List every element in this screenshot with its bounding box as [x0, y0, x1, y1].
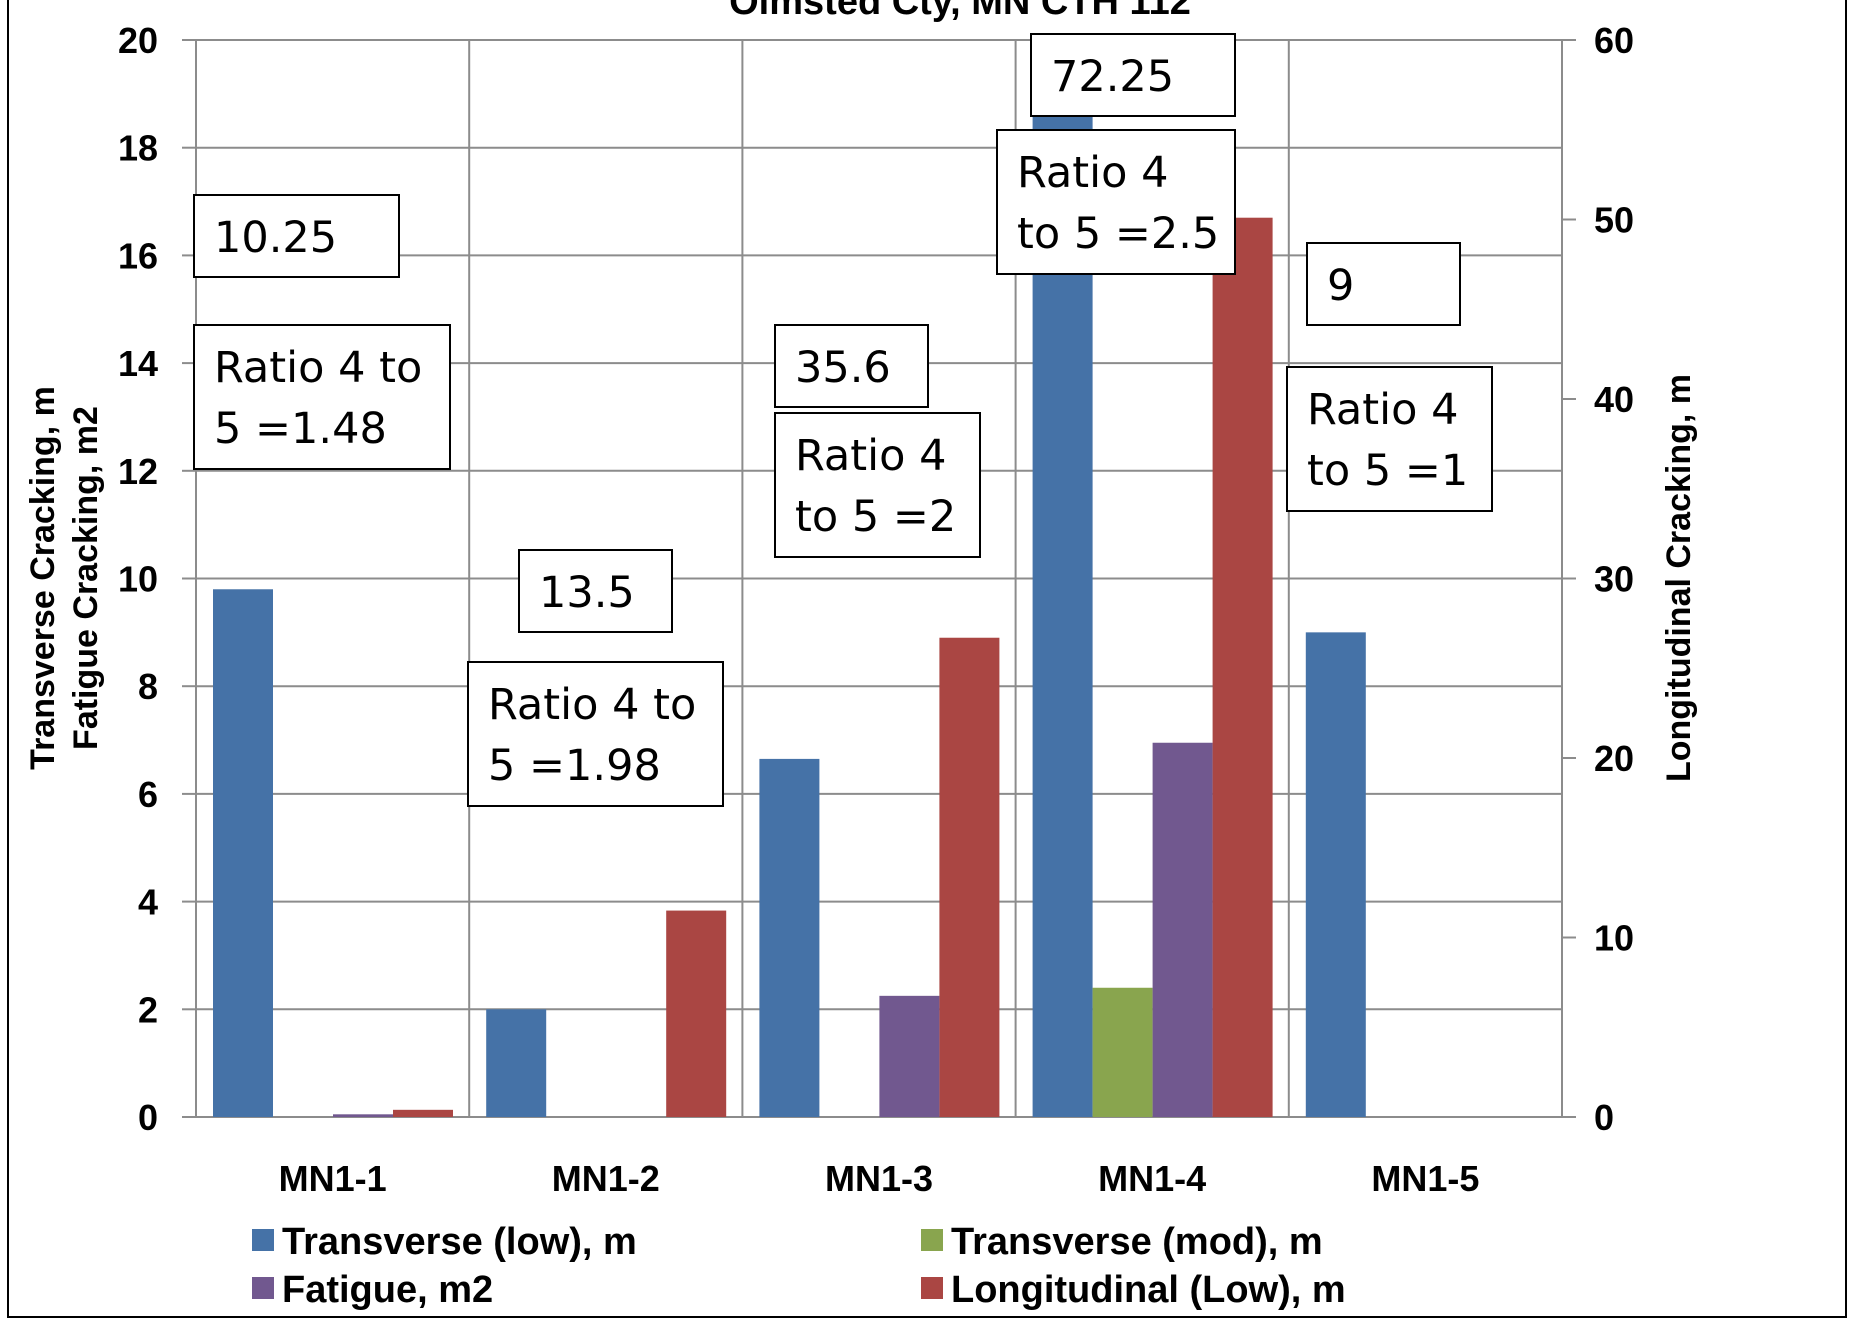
left-tick-label: 2 — [138, 989, 158, 1030]
bar-mn1-4-series-1 — [1093, 988, 1153, 1117]
bar-mn1-1-series-2 — [333, 1114, 393, 1117]
annotation-mn1-2-value: 13.5 — [518, 549, 673, 633]
annotation-mn1-5-ratio: Ratio 4 to 5 =1 — [1286, 366, 1493, 512]
category-label: MN1-3 — [825, 1158, 933, 1199]
annotation-mn1-4-ratio: Ratio 4 to 5 =2.5 — [996, 129, 1236, 275]
legend-swatch-transverse-low — [252, 1229, 274, 1251]
left-tick-label: 20 — [118, 20, 158, 61]
legend-swatch-transverse-mod — [921, 1229, 943, 1251]
category-label: MN1-2 — [552, 1158, 660, 1199]
left-tick-label: 4 — [138, 882, 158, 923]
category-label: MN1-5 — [1371, 1158, 1479, 1199]
annotation-mn1-3-value: 35.6 — [774, 324, 929, 408]
left-tick-label: 6 — [138, 774, 158, 815]
annotation-mn1-5-value: 9 — [1306, 242, 1461, 326]
bar-mn1-3-series-2 — [879, 996, 939, 1117]
legend-swatch-fatigue — [252, 1277, 274, 1299]
annotation-mn1-1-ratio: Ratio 4 to 5 =1.48 — [193, 324, 451, 470]
right-tick-label: 10 — [1594, 918, 1634, 959]
bar-mn1-5-series-0 — [1306, 632, 1366, 1117]
annotation-mn1-3-ratio: Ratio 4 to 5 =2 — [774, 412, 981, 558]
left-axis-title-line-1: Transverse Cracking, m — [24, 386, 62, 770]
bar-mn1-3-series-0 — [759, 759, 819, 1117]
right-tick-label: 40 — [1594, 379, 1634, 420]
bar-mn1-3-series-3 — [939, 638, 999, 1117]
left-tick-label: 8 — [138, 666, 158, 707]
chart-title: Olmsted Cty, MN CTH 112 — [729, 0, 1191, 23]
left-tick-label: 14 — [118, 343, 158, 384]
bar-mn1-4-series-2 — [1153, 743, 1213, 1117]
right-tick-label: 0 — [1594, 1097, 1614, 1138]
left-axis-title-line-2: Fatigue Cracking, m2 — [67, 406, 105, 750]
left-tick-label: 10 — [118, 559, 158, 600]
left-tick-label: 12 — [118, 451, 158, 492]
bar-mn1-4-series-3 — [1213, 218, 1273, 1117]
bar-mn1-1-series-0 — [213, 589, 273, 1117]
right-tick-label: 20 — [1594, 738, 1634, 779]
legend-swatch-longitudinal-low — [921, 1277, 943, 1299]
left-axis-ticks: 0 2 4 6 8 10 12 14 16 18 20 — [118, 20, 196, 1138]
left-tick-label: 16 — [118, 235, 158, 276]
right-tick-label: 60 — [1594, 20, 1634, 61]
left-tick-label: 0 — [138, 1097, 158, 1138]
legend-label-longitudinal-low: Longitudinal (Low), m — [951, 1269, 1346, 1311]
annotation-mn1-1-value: 10.25 — [193, 194, 400, 278]
legend-label-fatigue: Fatigue, m2 — [282, 1269, 493, 1311]
annotation-mn1-4-value: 72.25 — [1030, 33, 1236, 117]
legend-label-transverse-mod: Transverse (mod), m — [951, 1221, 1323, 1263]
bar-mn1-2-series-3 — [666, 911, 726, 1117]
legend: Transverse (low), m Transverse (mod), m … — [252, 1221, 1346, 1311]
bar-mn1-2-series-0 — [486, 1009, 546, 1117]
bar-mn1-1-series-3 — [393, 1110, 453, 1117]
left-tick-label: 18 — [118, 128, 158, 169]
right-axis-title: Longitudinal Cracking, m — [1660, 374, 1698, 782]
right-axis-ticks: 0 10 20 30 40 50 60 — [1562, 20, 1634, 1138]
right-tick-label: 30 — [1594, 559, 1634, 600]
category-label: MN1-1 — [279, 1158, 387, 1199]
annotation-mn1-2-ratio: Ratio 4 to 5 =1.98 — [467, 661, 724, 807]
legend-label-transverse-low: Transverse (low), m — [282, 1221, 637, 1263]
category-label: MN1-4 — [1098, 1158, 1206, 1199]
category-labels: MN1-1 MN1-2 MN1-3 MN1-4 MN1-5 — [279, 1158, 1480, 1199]
right-tick-label: 50 — [1594, 200, 1634, 241]
